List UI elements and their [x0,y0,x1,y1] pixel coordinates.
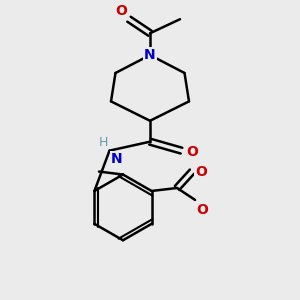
Text: N: N [111,152,123,166]
Text: N: N [144,48,156,62]
Text: O: O [186,145,198,159]
Text: O: O [195,165,207,178]
Text: H: H [99,136,108,149]
Text: O: O [116,4,128,18]
Text: O: O [196,203,208,217]
